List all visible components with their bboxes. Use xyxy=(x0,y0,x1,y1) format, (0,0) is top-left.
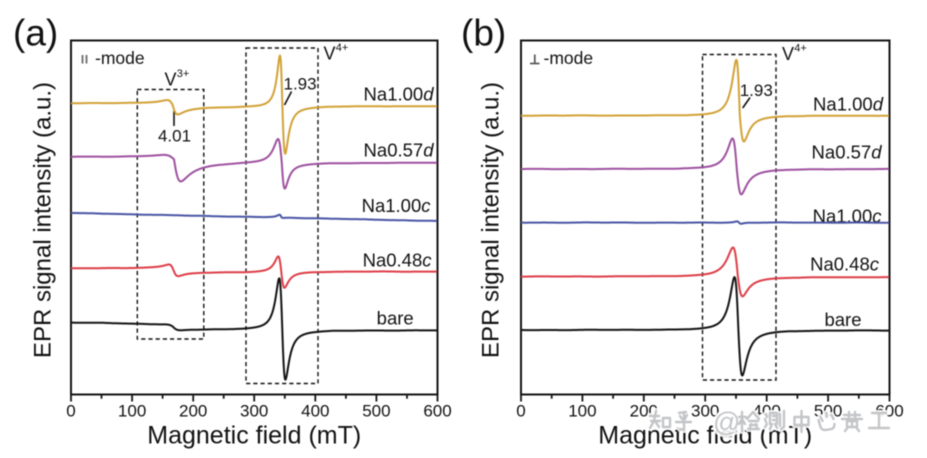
svg-text:Magnetic field (mT): Magnetic field (mT) xyxy=(147,422,361,450)
svg-text:Na0.57d: Na0.57d xyxy=(364,140,435,161)
svg-text:Na1.00c: Na1.00c xyxy=(813,205,883,226)
svg-text:V: V xyxy=(324,44,336,64)
svg-text:V: V xyxy=(782,44,794,64)
svg-text:600: 600 xyxy=(423,402,451,421)
svg-text:Na0.48c: Na0.48c xyxy=(810,254,880,275)
svg-text:200: 200 xyxy=(179,402,207,421)
svg-text:EPR signal intensity (a.u.): EPR signal intensity (a.u.) xyxy=(30,82,57,358)
svg-text:0: 0 xyxy=(516,402,525,421)
svg-text:@: @ xyxy=(713,407,740,437)
svg-text:Na1.00d: Na1.00d xyxy=(364,84,435,105)
svg-text:(b): (b) xyxy=(461,13,506,54)
svg-text:300: 300 xyxy=(240,402,268,421)
svg-text:-mode: -mode xyxy=(95,48,145,68)
svg-text:EPR signal intensity (a.u.): EPR signal intensity (a.u.) xyxy=(478,82,505,358)
svg-text:400: 400 xyxy=(301,402,329,421)
svg-text:Na0.57d: Na0.57d xyxy=(812,142,883,163)
svg-text:0: 0 xyxy=(66,402,75,421)
svg-text:-mode: -mode xyxy=(544,48,594,68)
svg-text:1.93: 1.93 xyxy=(284,75,317,94)
svg-text:100: 100 xyxy=(118,402,146,421)
svg-text:V: V xyxy=(165,70,177,90)
svg-text:bare: bare xyxy=(824,309,861,330)
svg-text:500: 500 xyxy=(362,402,390,421)
svg-text:Na0.48c: Na0.48c xyxy=(363,250,433,271)
svg-text:4.01: 4.01 xyxy=(158,127,191,146)
svg-text:4+: 4+ xyxy=(336,42,349,54)
svg-text:300: 300 xyxy=(691,402,719,421)
svg-text:1.93: 1.93 xyxy=(740,81,773,100)
svg-text:(a): (a) xyxy=(13,13,58,54)
svg-text:3+: 3+ xyxy=(177,68,190,80)
svg-text:4+: 4+ xyxy=(794,43,807,55)
svg-text:@: @ xyxy=(713,407,740,437)
svg-text:bare: bare xyxy=(377,308,414,329)
svg-text:Na1.00c: Na1.00c xyxy=(362,195,432,216)
svg-text:100: 100 xyxy=(568,402,596,421)
svg-text:Na1.00d: Na1.00d xyxy=(813,94,884,115)
